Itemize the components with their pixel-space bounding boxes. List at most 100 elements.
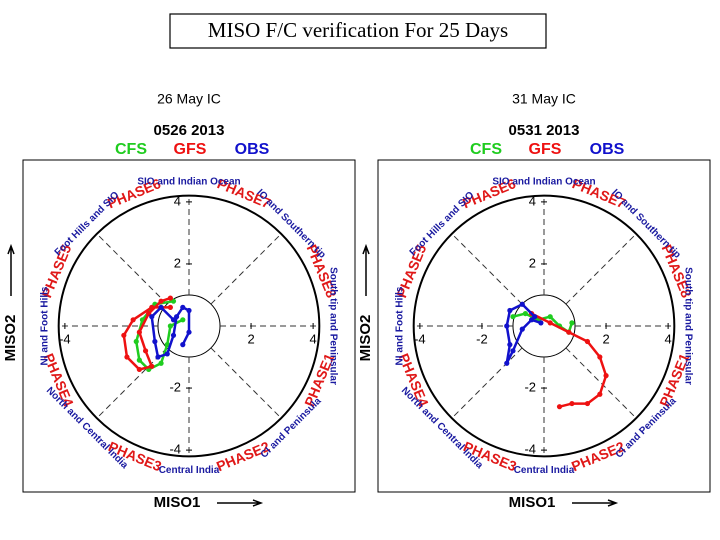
- region-label: NI and Foot Hills: [394, 286, 405, 365]
- region-label: SIO and Indian Ocean: [137, 176, 240, 187]
- outer-circle: [57, 194, 321, 458]
- trajectory-point: [149, 304, 155, 310]
- trajectory-point: [121, 332, 127, 338]
- phase-divider: [565, 233, 637, 305]
- trajectory-point: [556, 404, 563, 410]
- trajectory-point: [507, 342, 513, 348]
- region-label: Foot Hills and SIO: [408, 190, 477, 259]
- trajectory-point: [136, 357, 142, 363]
- x-axis-arrow: [572, 499, 619, 507]
- trajectory-point: [167, 323, 173, 329]
- trajectory-point: [504, 323, 510, 329]
- trajectory-point: [136, 366, 142, 373]
- trajectory-point: [180, 342, 186, 348]
- x-axis-label: MISO1: [154, 494, 201, 511]
- phase-divider: [96, 233, 168, 305]
- x-tick-label: 4: [309, 331, 316, 346]
- trajectory-point: [528, 317, 535, 323]
- x-tick-label: -4: [414, 331, 426, 346]
- region-label: South tip and Peninsular: [683, 267, 694, 385]
- legend-entry: GFS: [529, 141, 562, 158]
- trajectory-point: [584, 338, 591, 345]
- trajectory-point: [597, 354, 603, 360]
- y-tick-label: 2: [529, 255, 536, 270]
- trajectory-point: [158, 360, 164, 366]
- trajectory-point: [130, 317, 136, 323]
- trajectory-point: [180, 317, 186, 323]
- trajectory-point: [124, 354, 130, 360]
- trajectory-point: [164, 342, 170, 348]
- x-tick-label: -2: [476, 331, 488, 346]
- trajectory-point: [603, 373, 609, 379]
- y-tick-label: 4: [174, 193, 181, 208]
- y-axis-label: MISO2: [357, 315, 374, 362]
- y-tick-label: -4: [169, 442, 181, 457]
- trajectory-point: [569, 400, 575, 407]
- trajectory-point: [186, 329, 192, 335]
- chart-title: 0526 2013: [154, 122, 225, 139]
- phase-divider: [451, 233, 523, 305]
- trajectory-point: [547, 314, 553, 320]
- phase-divider: [565, 347, 637, 419]
- region-label: IO and Southern tip: [254, 187, 327, 260]
- trajectory-point: [507, 307, 513, 314]
- trajectory-point: [584, 400, 591, 407]
- panel-frame: [377, 159, 711, 493]
- region-label: South tip and Peninsular: [328, 267, 339, 385]
- y-tick-label: 2: [174, 255, 181, 270]
- trajectory-point: [547, 320, 553, 326]
- y-tick-label: -4: [524, 442, 536, 457]
- trajectory-point: [155, 354, 161, 360]
- trajectory-point: [158, 304, 164, 310]
- chart-caption: 26 May IC: [157, 91, 221, 107]
- x-tick-label: 4: [664, 331, 671, 346]
- phase-divider: [96, 347, 168, 419]
- trajectory-point: [164, 351, 170, 357]
- x-axis-arrow: [217, 499, 264, 507]
- legend-entry: OBS: [590, 141, 625, 158]
- legend-entry: OBS: [235, 141, 270, 158]
- trajectory-point: [173, 314, 180, 320]
- trajectory: [505, 302, 542, 364]
- y-axis-arrow: [7, 243, 15, 296]
- x-tick-label: -4: [59, 331, 71, 346]
- chart-title: 0531 2013: [509, 122, 580, 139]
- panel-frame: [22, 159, 356, 493]
- trajectory-point: [504, 360, 510, 366]
- region-label: IO and Southern tip: [609, 187, 682, 260]
- trajectory-point: [133, 338, 139, 345]
- trajectory-point: [186, 307, 192, 314]
- trajectory-point: [152, 338, 158, 345]
- slide-title: MISO F/C verification For 25 Days: [208, 18, 508, 42]
- x-tick-label: 2: [602, 331, 609, 346]
- trajectory-point: [167, 304, 173, 310]
- legend-entry: GFS: [174, 141, 207, 158]
- trajectory-point: [149, 363, 155, 369]
- trajectory-point: [167, 295, 173, 301]
- x-tick-label: 2: [247, 331, 254, 346]
- trajectory-point: [538, 320, 544, 326]
- outer-circle: [412, 194, 676, 458]
- trajectory-point: [522, 310, 528, 317]
- title-box: [169, 13, 547, 49]
- trajectory-point: [180, 304, 186, 310]
- trajectory-point: [142, 348, 149, 354]
- phase-divider: [451, 347, 523, 419]
- region-label: SIO and Indian Ocean: [492, 176, 595, 187]
- trajectory-point: [510, 348, 516, 354]
- trajectory-point: [566, 329, 572, 335]
- trajectory: [531, 312, 608, 408]
- phase-divider: [210, 233, 282, 305]
- region-label: NI and Foot Hills: [39, 286, 50, 365]
- y-axis-label: MISO2: [2, 315, 19, 362]
- region-label: Central India: [159, 465, 220, 476]
- trajectory-point: [158, 298, 164, 304]
- trajectory-point: [519, 301, 525, 307]
- trajectory-point: [569, 320, 575, 326]
- x-axis-label: MISO1: [509, 494, 556, 511]
- y-tick-label: -2: [169, 379, 181, 394]
- trajectory-point: [597, 391, 603, 397]
- trajectory-point: [519, 326, 525, 332]
